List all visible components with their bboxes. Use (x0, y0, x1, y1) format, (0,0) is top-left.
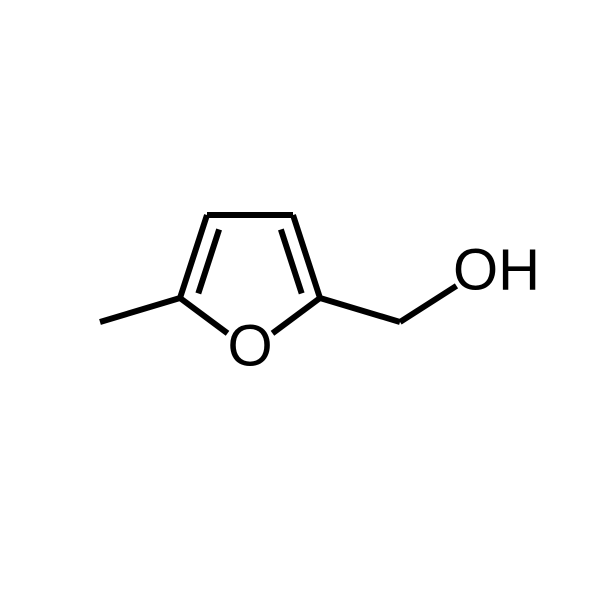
atom-label: O (227, 313, 272, 378)
molecule-diagram: O OH (0, 0, 600, 600)
atom-label: OH (453, 237, 540, 302)
